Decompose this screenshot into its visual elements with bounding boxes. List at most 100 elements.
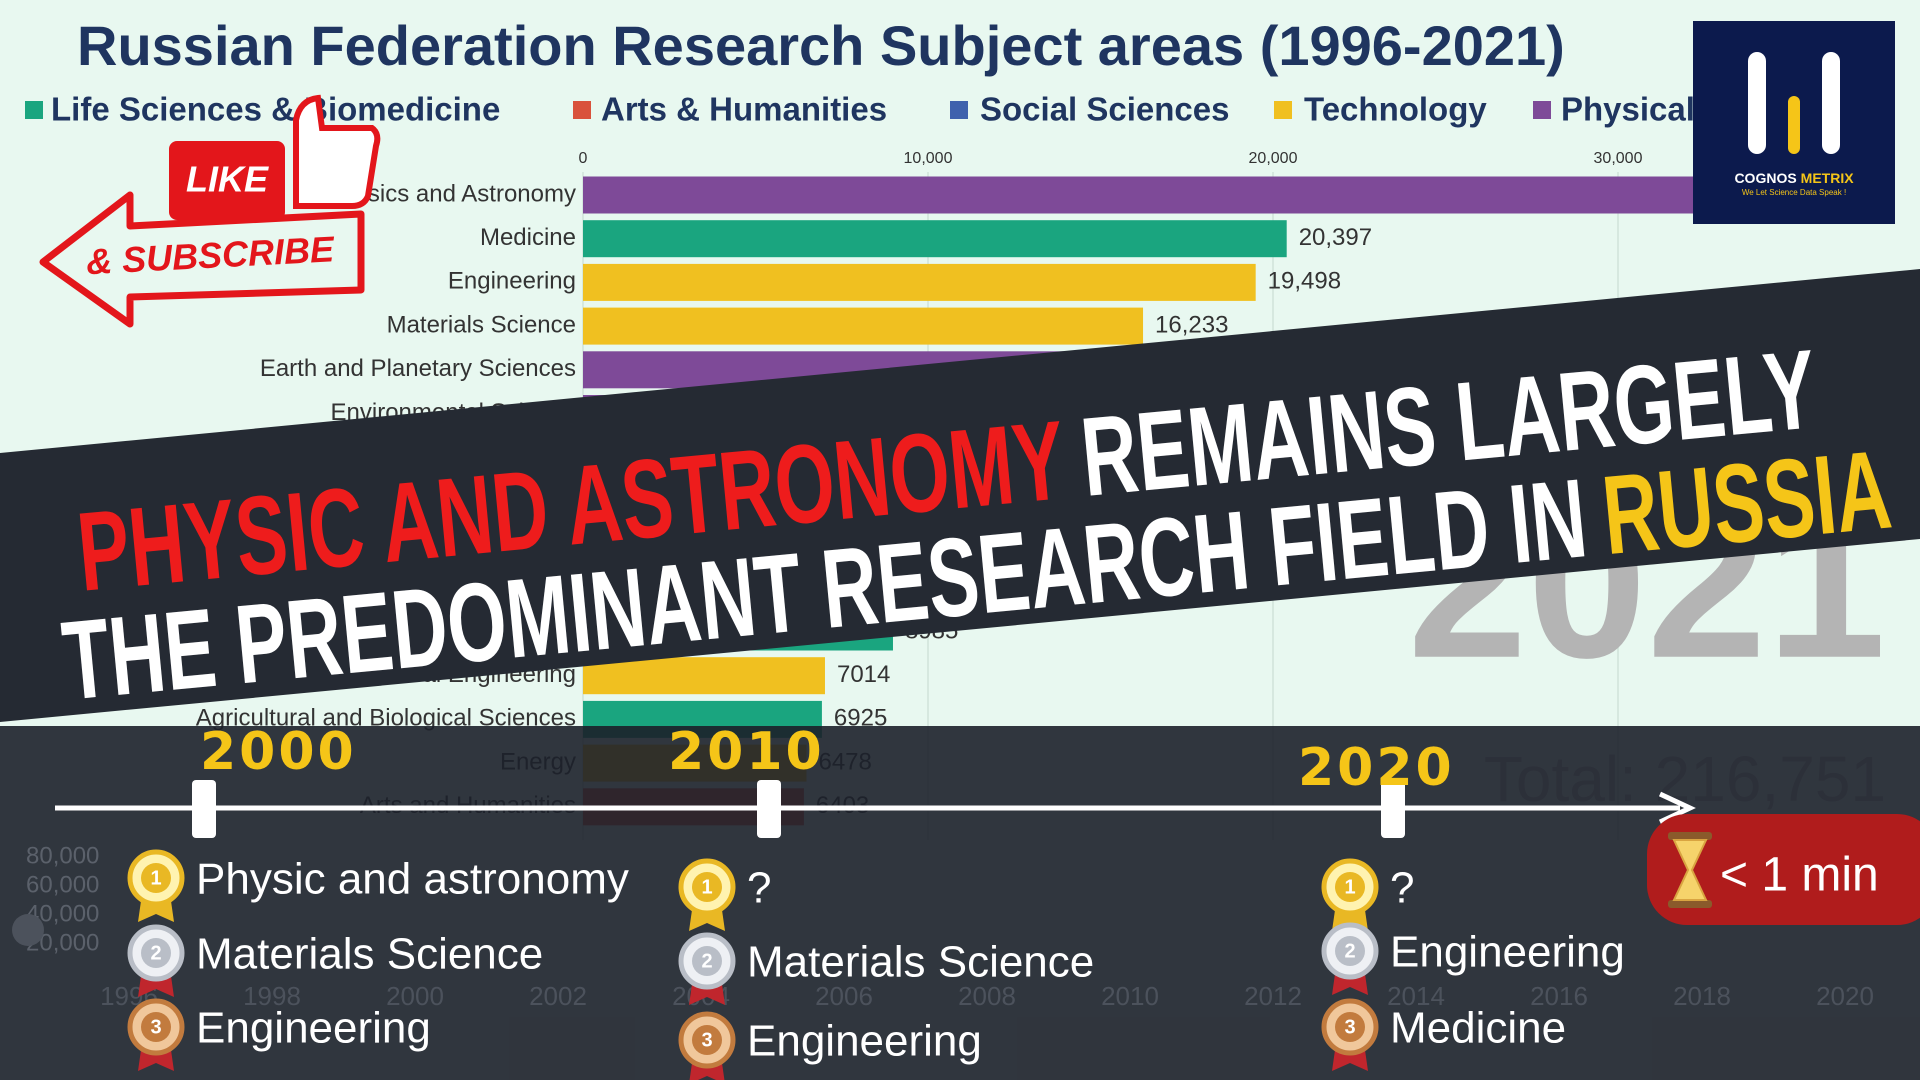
- logo-name-2: METRIX: [1801, 170, 1855, 186]
- hourglass-glass: [1672, 839, 1708, 901]
- value-label: 7014: [837, 661, 890, 688]
- bg-x-label: 2018: [1673, 981, 1731, 1011]
- banner-place: RUSSIA: [1598, 426, 1897, 578]
- logo-name-1: COGNOS: [1734, 170, 1796, 186]
- x-tick-label: 30,000: [1594, 150, 1643, 167]
- bg-x-label: 2010: [1101, 981, 1159, 1011]
- medal-core: [1335, 872, 1365, 902]
- milestone-year: 2010: [668, 722, 825, 782]
- medal-core: [141, 1012, 171, 1042]
- value-label: 19,498: [1268, 268, 1341, 295]
- timeline-arrowhead: [1658, 791, 1696, 825]
- timeline-marker: [192, 780, 216, 838]
- milestone-year: 2000: [200, 722, 357, 782]
- logo-bar-right: [1822, 52, 1840, 154]
- logo-tagline: We Let Science Data Speak !: [1742, 188, 1846, 197]
- legend-label: Arts & Humanities: [601, 91, 887, 128]
- x-tick-label: 0: [579, 150, 588, 167]
- category-label: Engineering: [448, 268, 576, 295]
- medal-number: 3: [150, 1016, 161, 1038]
- x-tick-label: 20,000: [1249, 150, 1298, 167]
- value-label: 16,233: [1155, 311, 1228, 338]
- bg-x-label: 2002: [529, 981, 587, 1011]
- legend-swatch: [1274, 101, 1292, 119]
- bottom-panel: [0, 726, 1920, 1080]
- medal-number: 1: [150, 867, 161, 889]
- bg-x-label: 2000: [386, 981, 444, 1011]
- rank-label: Physic and astronomy: [196, 855, 629, 904]
- medal-core: [141, 863, 171, 893]
- hourglass-top: [1668, 832, 1712, 840]
- legend-swatch: [1533, 101, 1551, 119]
- bg-y-label: 60,000: [26, 871, 99, 898]
- milestone-year: 2020: [1298, 738, 1455, 798]
- bar: [583, 220, 1287, 258]
- medal-number: 3: [701, 1029, 712, 1051]
- chart-title: Russian Federation Research Subject area…: [77, 14, 1565, 77]
- medal-core: [692, 946, 722, 976]
- logo-bar-left: [1748, 52, 1766, 154]
- medal-core: [1335, 936, 1365, 966]
- rank-label: ?: [1390, 864, 1414, 913]
- rank-label: Materials Science: [747, 938, 1094, 987]
- medal-core: [692, 1025, 722, 1055]
- bg-x-label: 2016: [1530, 981, 1588, 1011]
- logo-name: COGNOS METRIX: [1734, 170, 1854, 186]
- timeline: < 1 min 2000 1 Physic and astronomy 2 Materi…: [55, 722, 1920, 1080]
- legend-swatch: [573, 101, 591, 119]
- thumb-icon: [293, 94, 381, 209]
- medal-number: 1: [701, 876, 712, 898]
- pause-icon: [12, 914, 44, 946]
- bg-x-label: 2008: [958, 981, 1016, 1011]
- bg-x-label: 2014: [1387, 981, 1445, 1011]
- bar: [583, 263, 1256, 301]
- category-label: Medicine: [480, 224, 576, 251]
- duration: < 1 min: [1720, 849, 1879, 902]
- bar: [583, 307, 1144, 345]
- x-tick-label: 10,000: [904, 150, 953, 167]
- bg-x-label: 1998: [243, 981, 301, 1011]
- medal-number: 3: [1344, 1016, 1355, 1038]
- legend-label: Technology: [1304, 91, 1487, 128]
- value-label: 20,397: [1299, 224, 1372, 251]
- rank-label: Materials Science: [196, 930, 543, 979]
- bar: [583, 657, 825, 695]
- medal-core: [692, 872, 722, 902]
- medal-core: [1335, 1012, 1365, 1042]
- medal-number: 2: [701, 950, 712, 972]
- rank-label: ?: [747, 864, 771, 913]
- hourglass-icon: [1668, 832, 1712, 908]
- logo-bar-middle: [1788, 96, 1800, 154]
- rank-label: Medicine: [1390, 1004, 1566, 1053]
- bg-y-label: 80,000: [26, 842, 99, 869]
- logo: COGNOS METRIX We Let Science Data Speak !: [1693, 21, 1895, 224]
- hourglass-bottom: [1668, 900, 1712, 908]
- legend-label: Life Sciences & Biomedicine: [51, 91, 500, 128]
- category-label: Earth and Planetary Sciences: [260, 355, 576, 382]
- rank-label: Engineering: [196, 1004, 431, 1053]
- bg-x-label: 2012: [1244, 981, 1302, 1011]
- banner: [0, 269, 1920, 722]
- medal-core: [141, 938, 171, 968]
- category-label: Materials Science: [387, 311, 576, 338]
- legend-label: Social Sciences: [980, 91, 1229, 128]
- bg-x-label: 2020: [1816, 981, 1874, 1011]
- bar: [583, 176, 1774, 214]
- like-text: LIKE: [186, 159, 269, 200]
- timeline-marker: [757, 780, 781, 838]
- timeline-marker: [1381, 780, 1405, 838]
- like-box: [169, 141, 285, 220]
- medal-number: 1: [1344, 876, 1355, 898]
- medal-number: 2: [1344, 940, 1355, 962]
- legend-swatch: [950, 101, 968, 119]
- legend-swatch: [25, 101, 43, 119]
- cta-arrow: [39, 191, 365, 328]
- rank-label: Engineering: [1390, 928, 1625, 977]
- medal-number: 2: [150, 942, 161, 964]
- bg-x-label: 2006: [815, 981, 873, 1011]
- rank-label: Engineering: [747, 1017, 982, 1066]
- duration-badge: [1647, 814, 1920, 925]
